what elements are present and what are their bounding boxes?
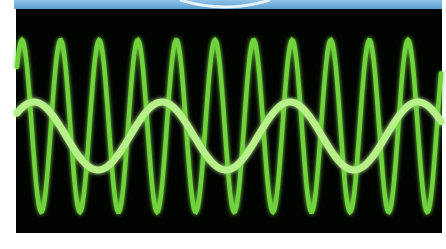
oscilloscope-image: [0, 0, 446, 249]
page: (() => { const ns = 'http://www.w3.org/2…: [0, 0, 446, 249]
